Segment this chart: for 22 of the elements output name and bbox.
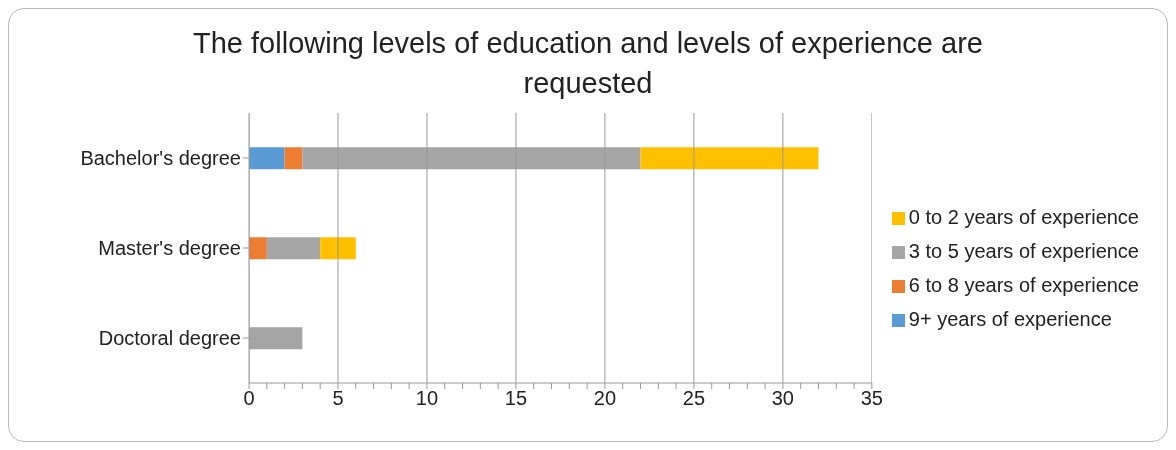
legend-label: 9+ years of experience [908,308,1112,330]
x-tick-label: 30 [771,387,794,410]
legend-label: 6 to 8 years of experience [908,274,1139,296]
legend-label: 0 to 2 years of experience [908,206,1139,228]
x-tick-label: 15 [504,387,528,410]
x-tick-label: 35 [860,387,883,410]
x-tick-label: 25 [682,387,706,410]
legend-label: 3 to 5 years of experience [908,240,1139,262]
y-tick-label: Doctoral degree [98,327,241,350]
bar [249,237,267,260]
x-tick-label: 10 [415,387,439,410]
x-tick-label: 5 [332,387,344,410]
chart-title: The following levels of education and levels of experience are requested [192,26,984,101]
bar [249,147,285,170]
y-tick-label: Master's degree [98,237,241,260]
x-tick-label: 0 [243,387,255,410]
bar [320,237,356,260]
x-tick-label: 20 [593,387,617,410]
bar [640,147,819,170]
y-tick-label: Bachelor's degree [80,147,241,170]
bar [266,237,321,260]
bar [284,147,303,170]
